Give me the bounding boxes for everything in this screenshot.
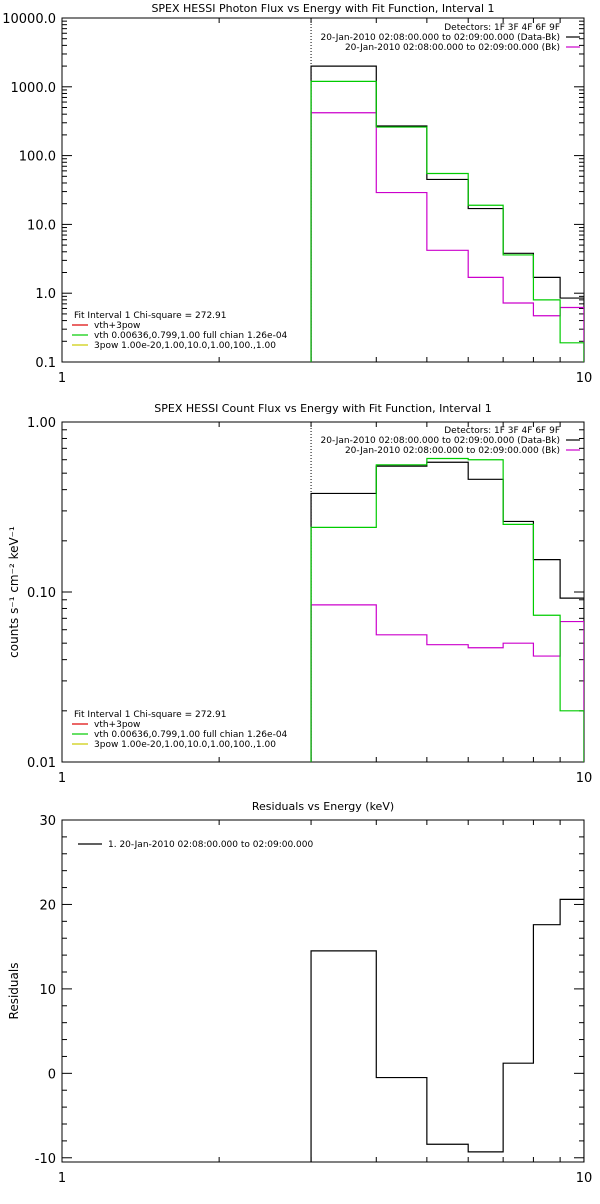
series-1 (311, 899, 584, 1162)
legend-label: vth 0.00636,0.799,1.00 full chian 1.26e-… (94, 730, 288, 740)
y-tick-label: 10 (39, 983, 56, 998)
y-tick-label: 1.0 (35, 287, 56, 302)
series-3 (311, 81, 584, 362)
series-1 (311, 462, 584, 762)
y-tick-label: 0 (48, 1067, 56, 1082)
series-line (311, 899, 584, 1162)
legend-header: Fit Interval 1 Chi-square = 272.91 (74, 311, 226, 321)
legend-label: 20-Jan-2010 02:08:00.000 to 02:09:00.000… (321, 33, 560, 43)
legend-header: Fit Interval 1 Chi-square = 272.91 (74, 710, 226, 720)
y-tick-label: 10000.0 (2, 12, 56, 27)
plot-frame (62, 820, 584, 1162)
chart-panel-3: Residuals vs Energy (keV) Residuals 1 10 -10… (7, 800, 592, 1186)
y-tick-label: 0.01 (27, 756, 56, 771)
legend-label: 3pow 1.00e-20,1.00,10.0,1.00,100.,1.00 (94, 740, 276, 750)
x-tick-label: 10 (576, 771, 593, 786)
series-2 (311, 605, 584, 762)
legend-label: vth+3pow (94, 720, 140, 730)
y-axis-label: counts s⁻¹ cm⁻² keV⁻¹ (7, 526, 21, 658)
legend-label: 20-Jan-2010 02:08:00.000 to 02:09:00.000… (345, 43, 560, 53)
x-tick-label: 1 (58, 771, 66, 786)
y-tick-label: 1.00 (27, 416, 56, 431)
legend-label: Detectors: 1F 3F 4F 6F 9F (444, 426, 560, 436)
series-1 (311, 66, 584, 362)
series-line (311, 66, 584, 362)
x-tick-label: 1 (58, 1171, 66, 1186)
series-line (311, 113, 584, 362)
series-line (311, 458, 584, 762)
x-tick-label: 1 (58, 371, 66, 386)
y-tick-label: 100.0 (19, 150, 56, 165)
legend-label: 20-Jan-2010 02:08:00.000 to 02:09:00.000… (345, 446, 560, 456)
y-tick-label: 20 (39, 898, 56, 913)
y-tick-label: 1000.0 (11, 81, 57, 96)
x-tick-label: 10 (576, 1171, 593, 1186)
chart-title: SPEX HESSI Count Flux vs Energy with Fit… (154, 402, 491, 415)
chart-title: SPEX HESSI Photon Flux vs Energy with Fi… (151, 2, 494, 15)
legend-label: vth+3pow (94, 321, 140, 331)
x-tick-label: 10 (576, 371, 593, 386)
y-tick-label: 0.10 (27, 586, 56, 601)
y-axis-label: Residuals (7, 963, 21, 1020)
legend-label: 1. 20-Jan-2010 02:08:00.000 to 02:09:00.… (108, 840, 313, 850)
series-2 (311, 113, 584, 362)
legend-label: 3pow 1.00e-20,1.00,10.0,1.00,100.,1.00 (94, 341, 276, 351)
y-tick-label: -10 (35, 1152, 56, 1167)
legend-label: vth 0.00636,0.799,1.00 full chian 1.26e-… (94, 331, 288, 341)
y-tick-label: 0.1 (35, 356, 56, 371)
chart-panel-1: SPEX HESSI Photon Flux vs Energy with Fi… (2, 2, 592, 386)
series-line (311, 81, 584, 362)
legend-label: Detectors: 1F 3F 4F 6F 9F (444, 23, 560, 33)
legend-label: 20-Jan-2010 02:08:00.000 to 02:09:00.000… (321, 436, 560, 446)
series-line (311, 462, 584, 762)
chart-title: Residuals vs Energy (keV) (252, 800, 394, 813)
y-tick-label: 10.0 (27, 218, 56, 233)
chart-panel-2: SPEX HESSI Count Flux vs Energy with Fit… (7, 402, 592, 786)
series-line (311, 605, 584, 762)
y-tick-label: 30 (39, 814, 56, 829)
series-3 (311, 458, 584, 762)
